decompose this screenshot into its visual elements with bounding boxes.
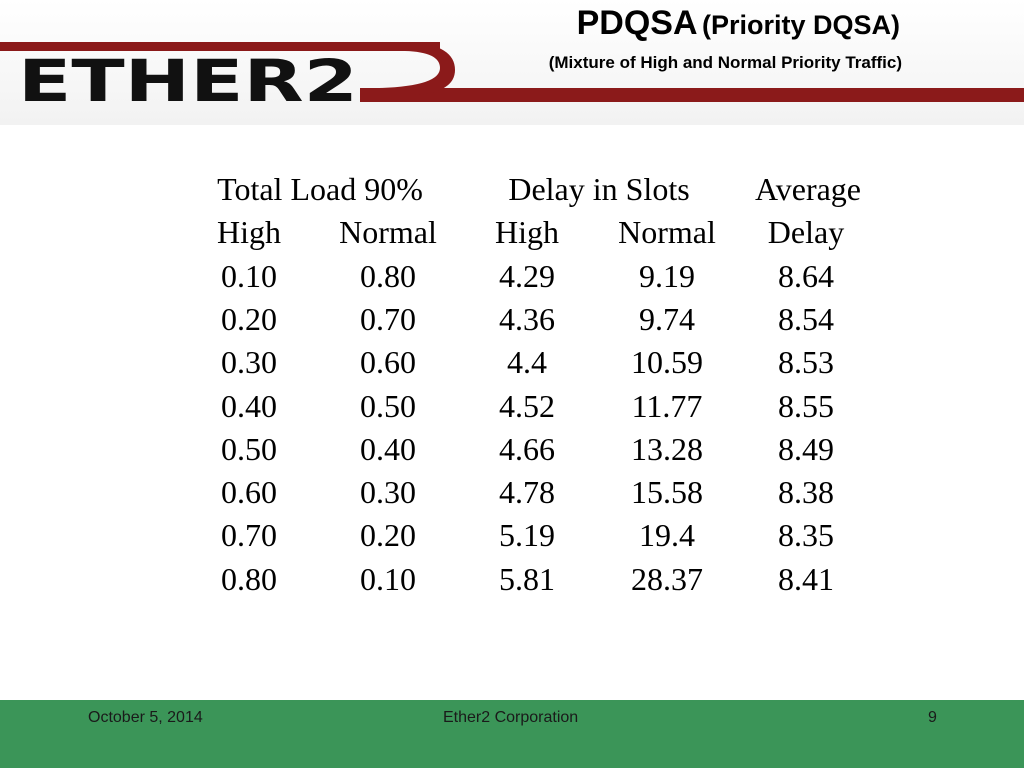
table-cell: 0.80 — [360, 257, 416, 294]
header-band — [0, 0, 1024, 125]
table-cell: 0.60 — [221, 474, 277, 511]
table-cell: 0.20 — [221, 300, 277, 337]
table-cell: 8.35 — [778, 517, 834, 554]
table-cell: 9.74 — [639, 300, 695, 337]
footer-band — [0, 700, 1024, 768]
table-cell: 8.54 — [778, 300, 834, 337]
table-cell: 15.58 — [631, 474, 703, 511]
title: PDQSA — [576, 4, 698, 42]
table-cell: 8.49 — [778, 430, 834, 467]
table-cell: 9.19 — [639, 257, 695, 294]
title-line: PDQSA (Priority DQSA) — [470, 4, 900, 43]
footer-company: Ether2 Corporation — [443, 709, 579, 726]
table-cell: 0.20 — [360, 517, 416, 554]
table-cell: 4.29 — [499, 257, 555, 294]
table-cell: 0.30 — [360, 474, 416, 511]
logo: ETHER2 — [18, 47, 358, 115]
table-cell: 8.53 — [778, 344, 834, 381]
table-cell: 8.41 — [778, 560, 834, 597]
group-header: Total Load 90% — [217, 171, 423, 207]
table-cell: 0.70 — [221, 517, 277, 554]
table-cell: 0.60 — [360, 344, 416, 381]
table-cell: 0.80 — [221, 560, 277, 597]
footer-date: October 5, 2014 — [88, 709, 203, 726]
table: Total Load 90% Delay in Slots Average High N… — [217, 171, 861, 597]
group-header: Delay in Slots — [508, 171, 690, 207]
table-cell: 5.81 — [499, 560, 555, 597]
table-cell: 0.30 — [221, 344, 277, 381]
column-header: Normal — [618, 214, 716, 251]
table-cell: 0.70 — [360, 300, 416, 337]
table-cell: 4.66 — [499, 430, 555, 467]
header-graphic: ETHER2 — [0, 42, 1024, 115]
column-header: Normal — [339, 214, 437, 251]
table-cell: 4.78 — [499, 474, 555, 511]
table-cell: 8.38 — [778, 474, 834, 511]
table-cell: 0.50 — [360, 387, 416, 424]
table-cell: 0.40 — [360, 430, 416, 467]
table-cell: 5.19 — [499, 517, 555, 554]
table-cell: 10.59 — [631, 344, 703, 381]
table-cell: 0.40 — [221, 387, 277, 424]
column-header: Delay — [767, 214, 845, 251]
table-cell: 8.55 — [778, 387, 834, 424]
subtitle: (Mixture of High and Normal Priority Tra… — [548, 53, 902, 72]
red-bar-top — [0, 42, 440, 51]
title-suffix: (Priority DQSA) — [701, 10, 900, 40]
table-cell: 4.4 — [507, 344, 547, 381]
table-cell: 4.36 — [499, 300, 555, 337]
table-cell: 0.10 — [360, 560, 416, 597]
table-cell: 11.77 — [631, 387, 703, 424]
table-cell: 19.4 — [639, 517, 695, 554]
table-cell: 0.10 — [221, 257, 277, 294]
red-bar-bottom — [360, 88, 1024, 102]
table-cell: 13.28 — [631, 430, 703, 467]
column-header: High — [495, 214, 559, 251]
table-cell: 4.52 — [499, 387, 555, 424]
column-header: High — [217, 214, 281, 251]
table-cell: 28.37 — [631, 560, 703, 597]
footer-page: 9 — [928, 709, 937, 726]
group-header: Average — [755, 171, 861, 207]
logo-swoosh — [380, 42, 455, 95]
table-cell: 0.50 — [221, 430, 277, 467]
table-cell: 8.64 — [778, 257, 834, 294]
